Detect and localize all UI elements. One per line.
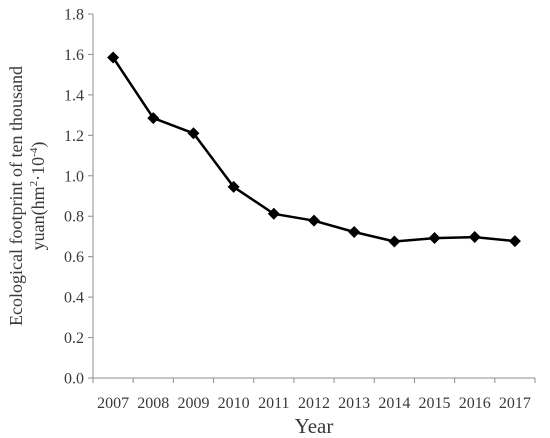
data-point-marker xyxy=(147,112,160,125)
y-ticks: 0.0 0.2 0.4 0.6 0.8 1.0 1.2 1.4 1.6 1.8 xyxy=(64,7,93,388)
x-tick-label: 2017 xyxy=(499,395,531,412)
data-point-marker xyxy=(348,225,361,238)
y-tick-label: 0.4 xyxy=(64,290,84,307)
y-axis-title-unit-sup1: 2 xyxy=(28,181,40,187)
y-tick-label: 0.2 xyxy=(64,330,84,347)
series-group xyxy=(107,51,521,248)
x-tick-label: 2010 xyxy=(218,395,250,412)
data-point-marker xyxy=(187,127,200,140)
y-axis-title-unit-end: ) xyxy=(28,142,49,148)
x-tick-label: 2011 xyxy=(258,395,289,412)
data-point-marker xyxy=(388,235,401,248)
y-tick-label: 0.6 xyxy=(64,249,84,266)
y-tick-label: 1.4 xyxy=(64,87,84,104)
x-tick-label: 2007 xyxy=(97,395,129,412)
y-tick-label: 0.0 xyxy=(64,371,84,388)
data-point-marker xyxy=(468,231,481,244)
x-tick-label: 2012 xyxy=(298,395,330,412)
data-point-marker xyxy=(107,51,120,64)
x-tick-label: 2009 xyxy=(177,395,209,412)
x-tick-label: 2008 xyxy=(137,395,169,412)
x-axis-title: Year xyxy=(295,414,334,438)
data-point-marker xyxy=(308,214,320,227)
y-tick-label: 1.6 xyxy=(64,47,84,64)
x-tick-label: 2016 xyxy=(459,395,491,412)
x-tick-label: 2014 xyxy=(378,395,410,412)
y-axis-title-line2: yuan(hm2·10-4) xyxy=(28,142,49,251)
series-line xyxy=(112,56,516,243)
data-point-marker xyxy=(227,180,240,193)
x-tick-label: 2013 xyxy=(338,395,370,412)
data-point-marker xyxy=(267,207,280,220)
y-tick-label: 0.8 xyxy=(64,209,84,226)
x-ticks: 2007 2008 2009 2010 2011 2012 2013 2014 2015 2016… xyxy=(92,378,536,412)
y-tick-label: 1.2 xyxy=(64,128,84,145)
y-axis-title-unit-mid: ·10 xyxy=(28,157,48,181)
y-axis-title-line1: Ecological footprint of ten thousand xyxy=(6,66,26,326)
chart-axes xyxy=(92,14,535,379)
data-point-marker xyxy=(508,235,521,248)
data-point-marker xyxy=(428,232,441,245)
y-axis-title-unit-sup2: -4 xyxy=(28,147,40,157)
y-tick-label: 1.0 xyxy=(64,168,84,185)
y-axis-title: Ecological footprint of ten thousand yua… xyxy=(6,66,49,326)
y-tick-label: 1.8 xyxy=(64,7,84,24)
y-axis-title-unit-base: yuan(hm xyxy=(28,186,49,250)
x-tick-label: 2015 xyxy=(419,395,451,412)
